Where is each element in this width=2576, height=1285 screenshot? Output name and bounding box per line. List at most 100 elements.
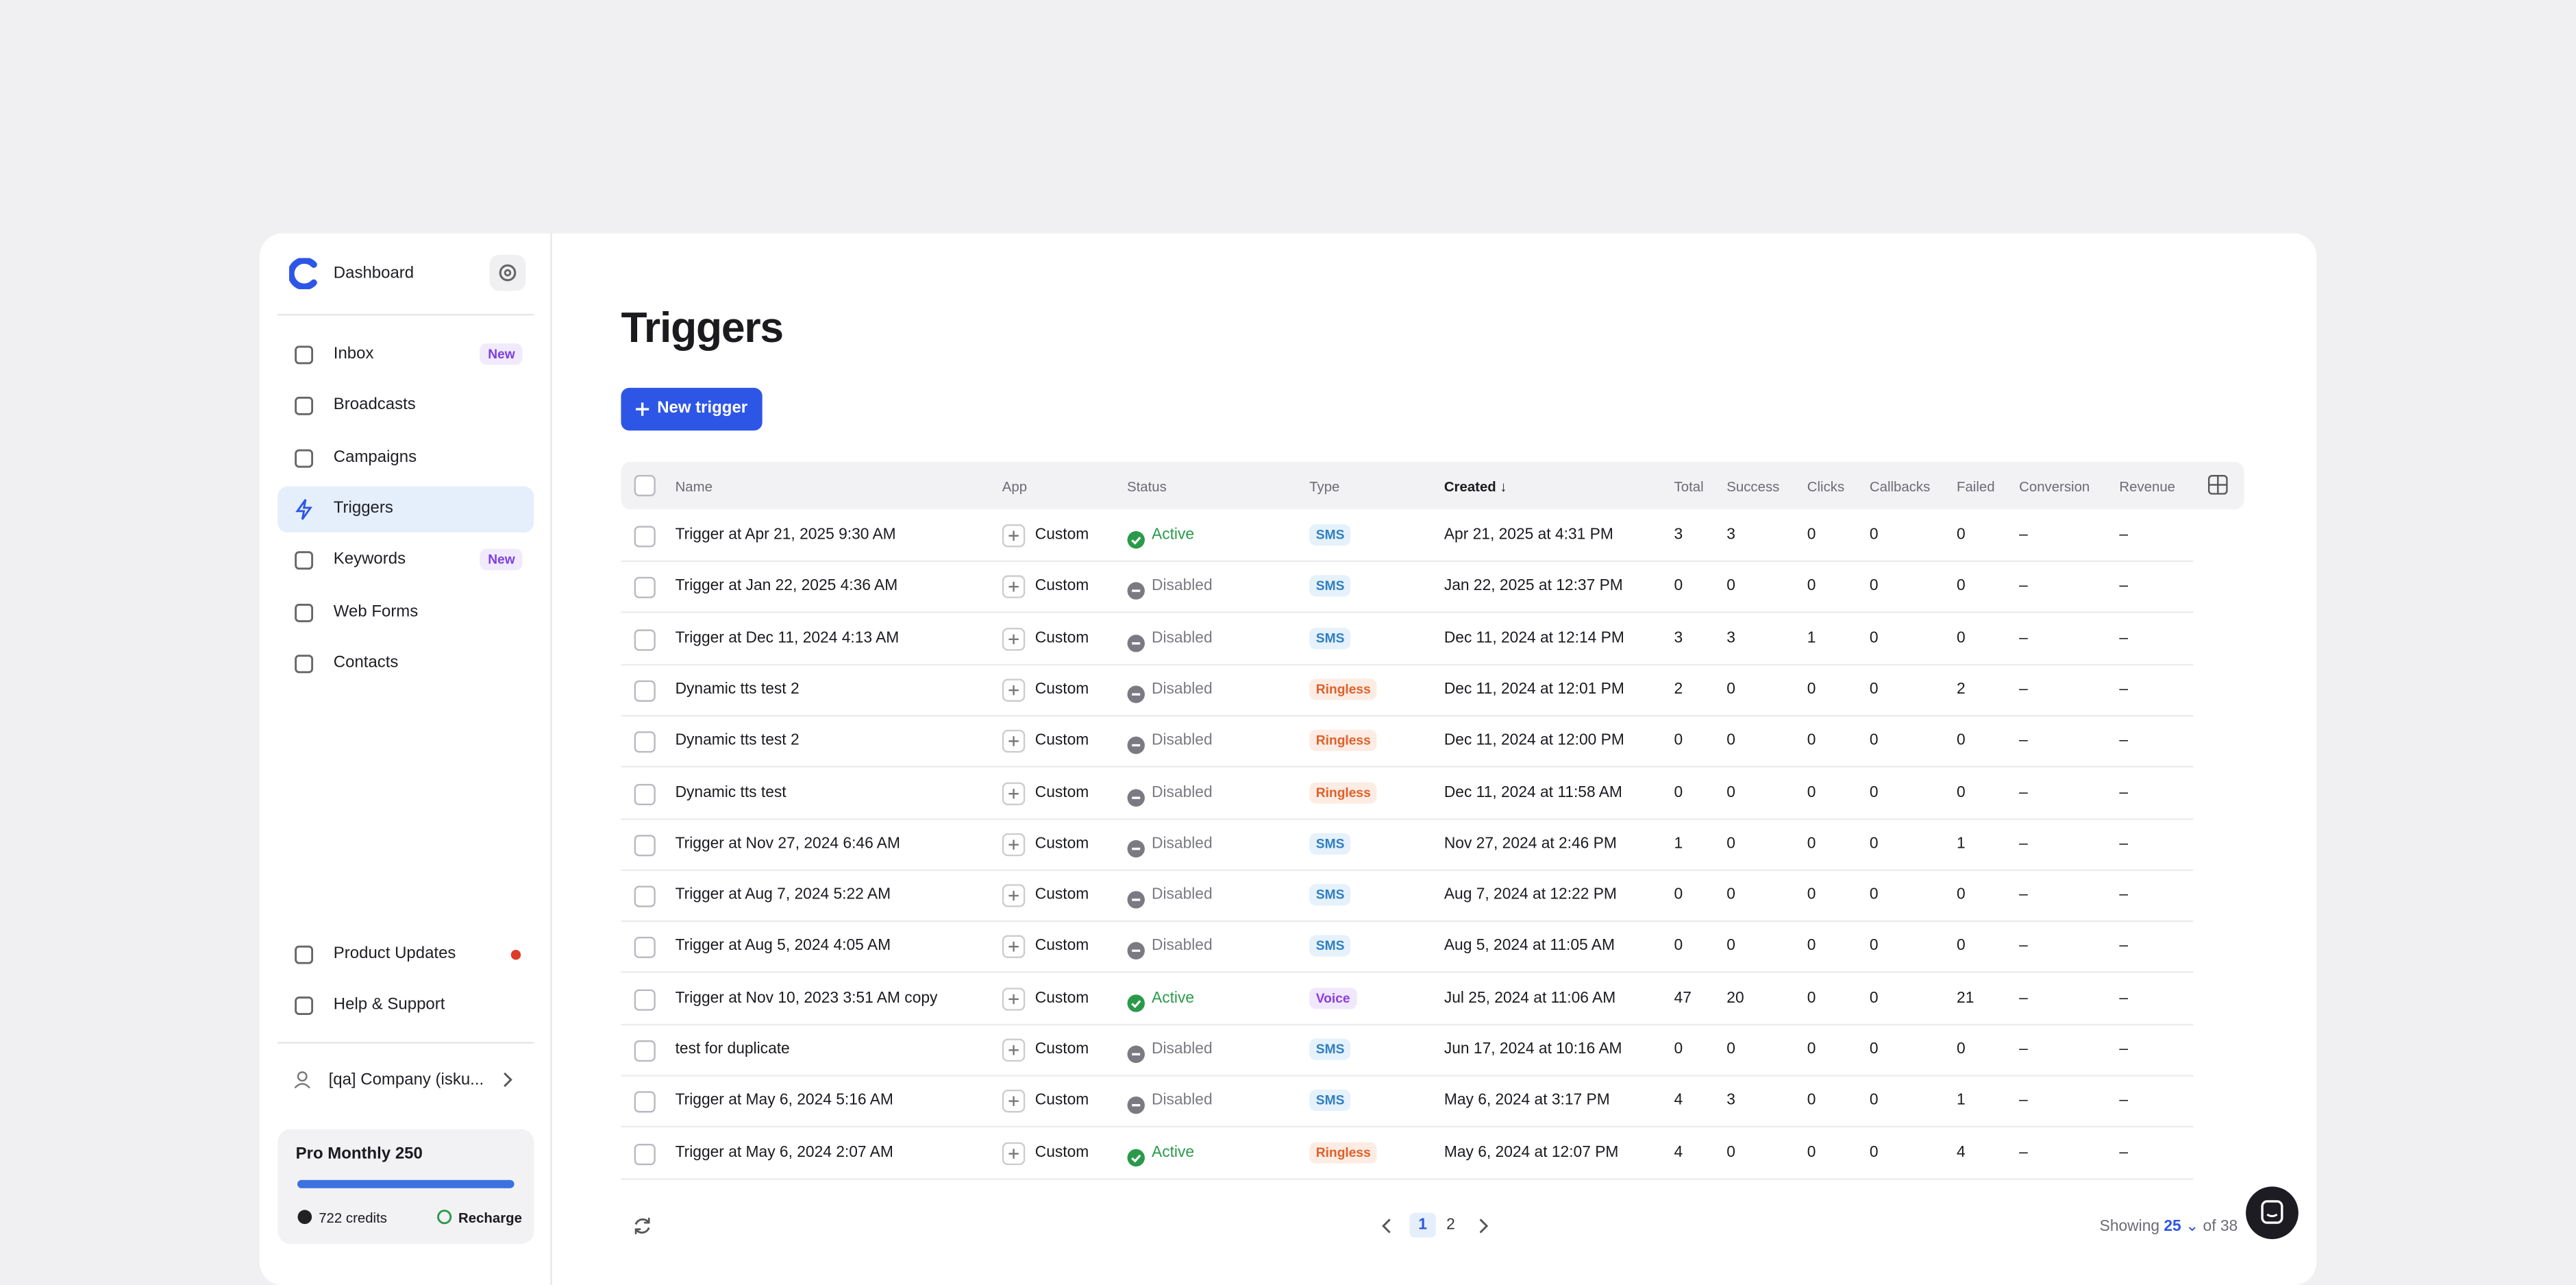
- checkbox[interactable]: [634, 577, 656, 599]
- nav-icon: [293, 600, 316, 632]
- row-divider: [621, 972, 2194, 974]
- cell: 0: [1726, 1040, 1735, 1059]
- checkbox[interactable]: [634, 1143, 656, 1165]
- button-label: New trigger: [657, 399, 748, 418]
- app-icon: [1002, 781, 1026, 813]
- cell: Dec 11, 2024 at 12:00 PM: [1444, 731, 1624, 750]
- cell[interactable]: Trigger at Nov 27, 2024 6:46 AM: [675, 834, 900, 853]
- cell: 3: [1726, 628, 1735, 647]
- cell: –: [2119, 783, 2129, 802]
- column-header[interactable]: Created ↓: [1444, 478, 1507, 495]
- cell: 0: [1869, 1091, 1879, 1110]
- chat-button[interactable]: [2246, 1186, 2299, 1240]
- cell: 0: [1869, 885, 1879, 905]
- cell: 0: [1726, 1143, 1735, 1162]
- checkbox[interactable]: [634, 885, 656, 907]
- cell: 0: [1957, 526, 1966, 544]
- nav-item[interactable]: Product Updates: [333, 944, 456, 964]
- checkbox[interactable]: [634, 834, 656, 856]
- nav-item[interactable]: Web Forms: [333, 602, 419, 621]
- cell: 0: [1869, 1040, 1879, 1059]
- nav-item[interactable]: Triggers: [333, 499, 393, 518]
- cell: Dec 11, 2024 at 12:01 PM: [1444, 680, 1624, 698]
- cell[interactable]: Trigger at Aug 5, 2024 4:05 AM: [675, 937, 891, 956]
- cell: 3: [1726, 526, 1735, 544]
- status: Disabled: [1151, 937, 1213, 956]
- cell[interactable]: Dynamic tts test: [675, 783, 787, 802]
- cell[interactable]: Trigger at May 6, 2024 2:07 AM: [675, 1143, 893, 1162]
- next-page[interactable]: [1477, 1218, 1490, 1234]
- checkbox[interactable]: [634, 526, 656, 548]
- cell[interactable]: Trigger at Dec 11, 2024 4:13 AM: [675, 628, 900, 647]
- cell[interactable]: Trigger at May 6, 2024 5:16 AM: [675, 1091, 893, 1110]
- cell: –: [2019, 526, 2028, 544]
- checkbox[interactable]: [634, 783, 656, 805]
- nav-item[interactable]: Contacts: [333, 653, 399, 672]
- status-icon: [1127, 836, 1145, 866]
- total-count: of 38: [2203, 1217, 2238, 1236]
- cell: 0: [1726, 885, 1735, 905]
- cell: 1: [1807, 628, 1816, 647]
- checkbox[interactable]: [634, 937, 656, 959]
- checkbox[interactable]: [634, 1040, 656, 1062]
- new-trigger-button[interactable]: New trigger: [621, 387, 763, 431]
- checkbox[interactable]: [634, 731, 656, 753]
- row-divider: [621, 818, 2194, 820]
- column-header: Conversion: [2019, 478, 2090, 495]
- brand[interactable]: Dashboard: [333, 265, 414, 283]
- cell: 0: [1869, 577, 1879, 596]
- cell: 2: [1674, 680, 1683, 698]
- type-badge: Ringless: [1309, 1141, 1378, 1163]
- app-icon: [1002, 627, 1026, 659]
- cell: 0: [1674, 577, 1683, 596]
- recharge-button[interactable]: Recharge: [458, 1209, 522, 1226]
- cell[interactable]: Trigger at Apr 21, 2025 9:30 AM: [675, 526, 896, 544]
- cell[interactable]: Trigger at Aug 7, 2024 5:22 AM: [675, 885, 891, 905]
- company-name[interactable]: [qa] Company (isku...: [328, 1071, 484, 1090]
- settings-button[interactable]: [489, 254, 526, 291]
- status-icon: [1127, 1093, 1145, 1123]
- cell[interactable]: Dynamic tts test 2: [675, 731, 800, 750]
- cell: –: [2019, 937, 2028, 956]
- refresh-button[interactable]: [632, 1216, 652, 1236]
- nav-item[interactable]: Campaigns: [333, 448, 417, 467]
- cell: 0: [1726, 783, 1735, 802]
- checkbox[interactable]: [634, 988, 656, 1011]
- nav-item[interactable]: Help & Support: [333, 996, 445, 1015]
- cell[interactable]: Trigger at Jan 22, 2025 4:36 AM: [675, 577, 898, 596]
- row-divider: [621, 663, 2194, 665]
- cell[interactable]: test for duplicate: [675, 1040, 790, 1059]
- checkbox[interactable]: [634, 680, 656, 702]
- app-icon: [1002, 987, 1026, 1018]
- checkbox[interactable]: [634, 1091, 656, 1114]
- nav-icon: [293, 395, 316, 426]
- cell: Nov 27, 2024 at 2:46 PM: [1444, 834, 1617, 853]
- nav-item[interactable]: Broadcasts: [333, 396, 416, 415]
- select-all[interactable]: [634, 475, 656, 497]
- nav-item[interactable]: Inbox: [333, 345, 374, 363]
- cell: 0: [1807, 1143, 1816, 1162]
- status-icon: [1127, 888, 1145, 917]
- app-icon: [1002, 678, 1026, 710]
- nav-item[interactable]: Keywords: [333, 550, 406, 570]
- app: Custom: [1035, 731, 1089, 750]
- column-header: Type: [1309, 478, 1340, 495]
- cell: May 6, 2024 at 3:17 PM: [1444, 1091, 1610, 1110]
- checkbox[interactable]: [634, 628, 656, 650]
- per-page[interactable]: 25: [2164, 1217, 2181, 1236]
- columns-button[interactable]: [2207, 475, 2228, 495]
- column-header: Failed: [1957, 478, 1995, 495]
- cell: 47: [1674, 988, 1692, 1007]
- cell: 21: [1957, 988, 1974, 1007]
- page-number[interactable]: 1: [1409, 1212, 1436, 1238]
- app: Custom: [1035, 680, 1089, 698]
- cell: 0: [1807, 526, 1816, 544]
- cell: 0: [1807, 885, 1816, 905]
- cell[interactable]: Dynamic tts test 2: [675, 680, 800, 698]
- cell: 0: [1726, 937, 1735, 956]
- cell[interactable]: Trigger at Nov 10, 2023 3:51 AM copy: [675, 988, 938, 1007]
- prev-page[interactable]: [1380, 1218, 1393, 1234]
- cell: 0: [1869, 680, 1879, 698]
- page-number[interactable]: 2: [1446, 1216, 1455, 1234]
